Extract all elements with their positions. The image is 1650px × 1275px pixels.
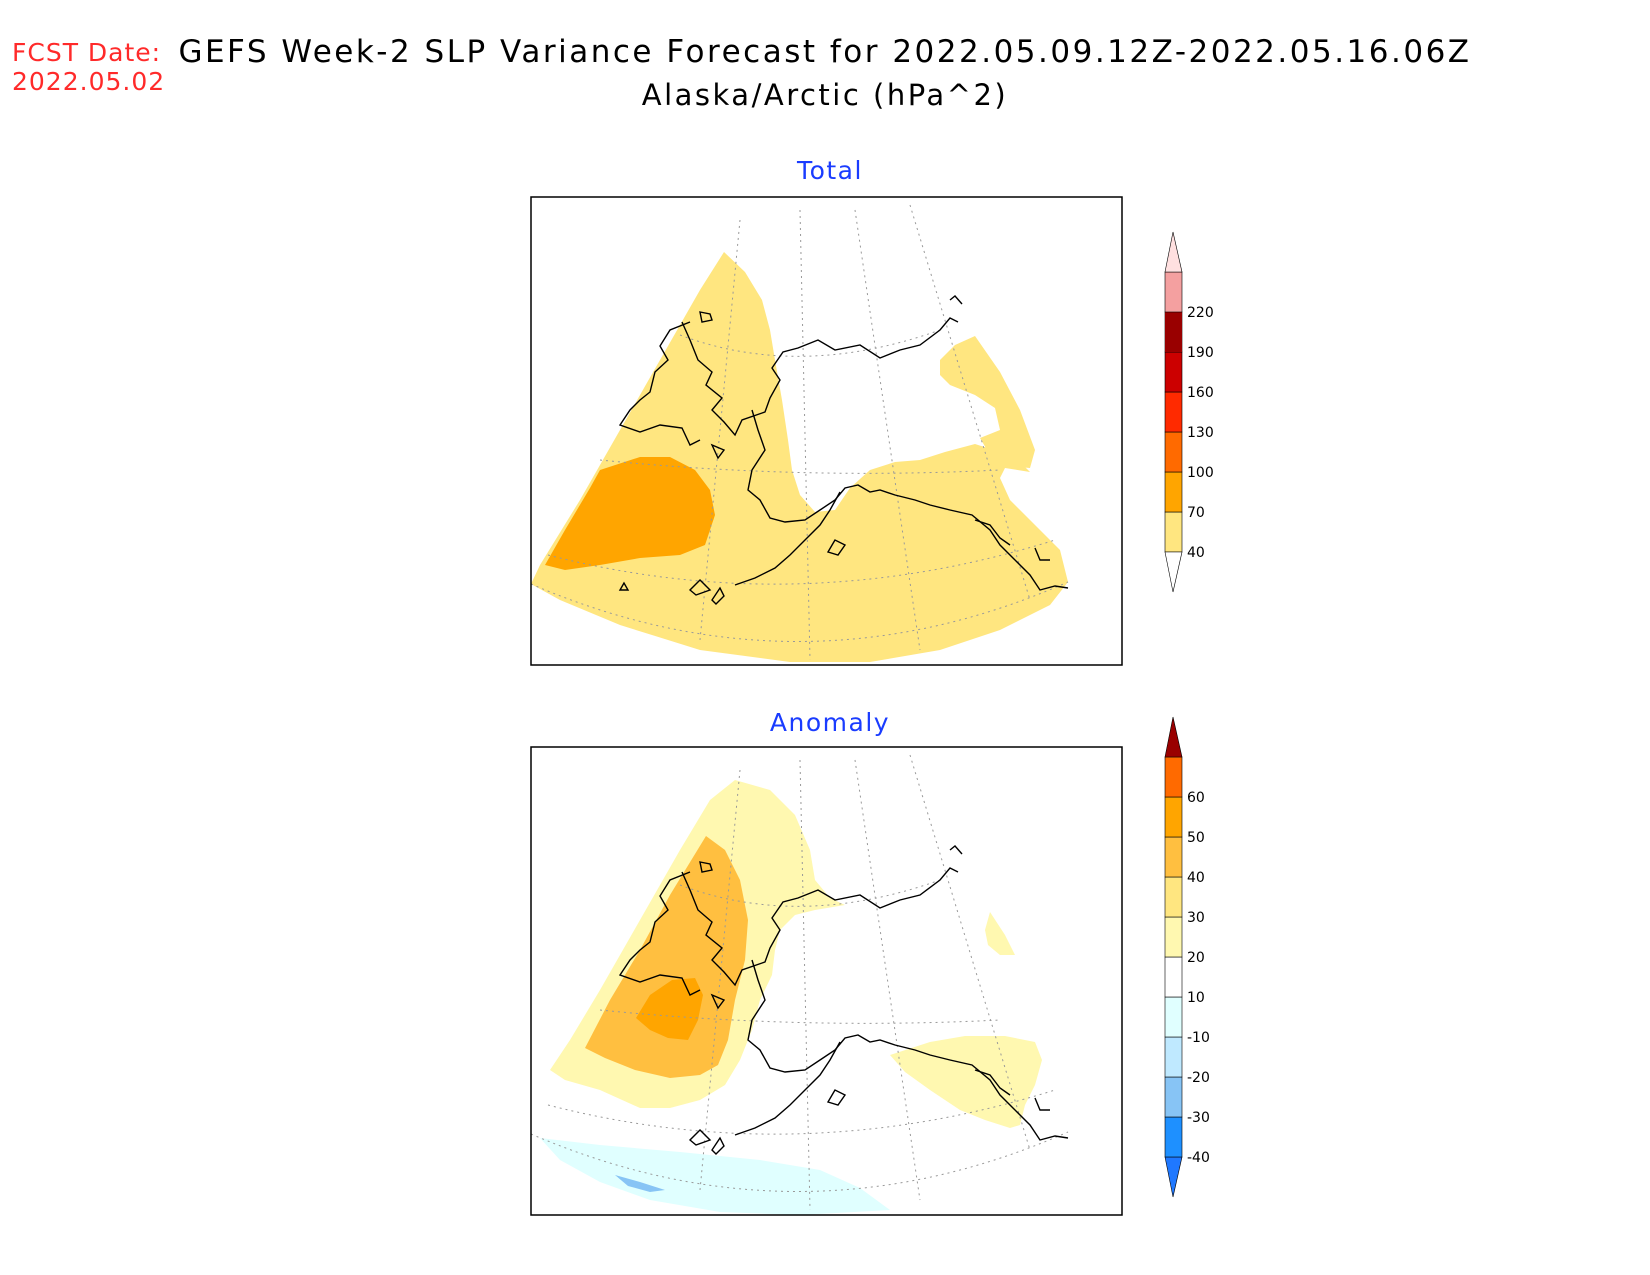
map-frame-total [530,196,1123,666]
cb-total-label-0: 40 [1187,545,1205,561]
anomaly-shade-neg-20 [615,1175,665,1192]
cb-total-label-2: 100 [1187,465,1214,481]
coastline-total [618,295,1069,605]
cb-anom-label-4: 10 [1187,990,1205,1006]
cb-total-label-4: 160 [1187,385,1214,401]
cb-total-label-1: 70 [1187,505,1205,521]
total-shade-arctic [940,336,1035,468]
coastline-anomaly [618,845,1069,1155]
cb-anom-label-6: 30 [1187,910,1205,926]
total-shade-70-100 [545,457,715,570]
total-shade-40-70 [531,252,1068,662]
cb-anom-label-2: -20 [1187,1070,1210,1086]
anomaly-shade-se [890,1036,1042,1128]
cb-anom-label-1: -30 [1187,1110,1210,1126]
anomaly-shade-ne [985,912,1015,955]
map-panel-anomaly [530,746,1123,1216]
colorbar-total: 40 70 100 130 160 190 220 [1164,231,1214,593]
forecast-date-label: FCST Date: [12,38,162,67]
cb-anom-label-7: 40 [1187,870,1205,886]
graticule-anomaly [531,754,1069,1211]
anomaly-shade-20-30 [585,836,748,1078]
panel-title-total: Total [797,156,863,185]
page-subtitle: Alaska/Arctic (hPa^2) [641,78,1009,112]
map-frame-anomaly [530,746,1123,1216]
forecast-date-value: 2022.05.02 [12,67,166,96]
cb-anom-label-5: 20 [1187,950,1205,966]
anomaly-shade-neg-10 [540,1138,890,1215]
panel-title-anomaly: Anomaly [769,708,891,737]
cb-total-label-3: 130 [1187,425,1214,441]
cb-total-label-5: 190 [1187,345,1214,361]
map-panel-total [530,196,1123,666]
forecast-date-block: FCST Date: 2022.05.02 [12,38,165,96]
cb-anom-label-3: -10 [1187,1030,1210,1046]
cb-total-label-6: 220 [1187,305,1214,321]
cb-anom-label-0: -40 [1187,1150,1210,1166]
page-title: GEFS Week-2 SLP Variance Forecast for 20… [178,34,1472,70]
cb-anom-label-9: 60 [1187,790,1205,806]
graticule-total [531,204,1069,661]
anomaly-shade-30-40 [636,978,703,1040]
cb-anom-label-8: 50 [1187,830,1205,846]
colorbar-anomaly: -40 -30 -20 -10 10 20 30 40 50 60 [1164,716,1210,1198]
